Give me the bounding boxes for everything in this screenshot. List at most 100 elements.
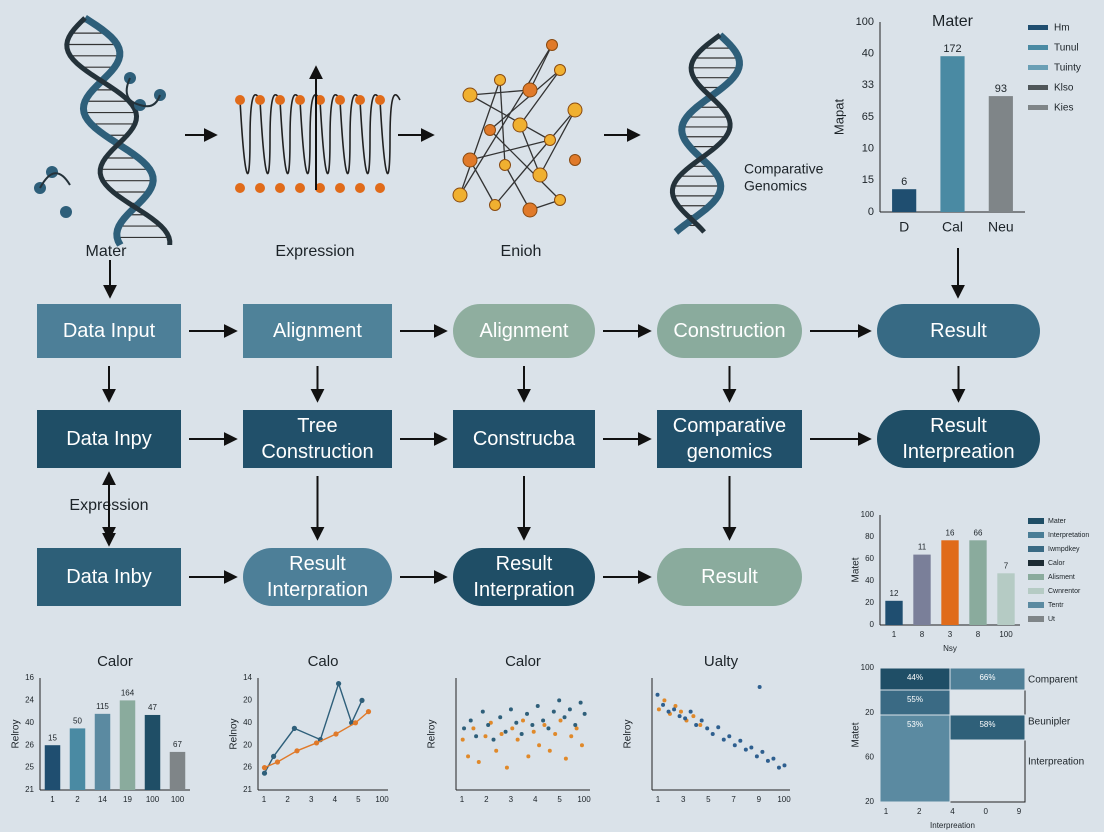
x-tick-label: 100: [146, 795, 160, 804]
x-tick-label: 100: [375, 795, 389, 804]
bar: [119, 700, 136, 790]
legend-label: Ut: [1048, 616, 1055, 623]
point: [486, 723, 491, 728]
network-edge: [459, 44, 553, 196]
illustration-label: Mater: [86, 243, 128, 260]
x-tick-label: 3: [509, 795, 514, 804]
point: [460, 737, 465, 742]
network-edge: [539, 109, 576, 176]
helix-strand: [673, 32, 743, 235]
network-edge: [489, 69, 561, 131]
x-tick-label: 9: [757, 795, 762, 804]
point: [678, 709, 683, 714]
bar: [892, 189, 917, 212]
point: [579, 743, 584, 748]
network-edge: [469, 159, 496, 206]
expression-node: [295, 183, 305, 193]
bar: [69, 728, 86, 790]
point: [754, 754, 759, 759]
point: [691, 714, 696, 719]
x-tick-label: 100: [999, 630, 1013, 639]
flow-box: Data Input: [37, 304, 181, 358]
network-edge: [504, 164, 531, 211]
point: [569, 734, 574, 739]
network-node: [567, 102, 583, 118]
point: [738, 738, 743, 743]
y-tick-label: 65: [862, 111, 874, 123]
x-tick-label: 5: [557, 795, 562, 804]
network-node: [484, 124, 496, 136]
flow-box: Result: [877, 304, 1040, 358]
x-tick-label: 1: [262, 795, 267, 804]
x-tick-label: 2: [484, 795, 489, 804]
point: [261, 770, 268, 776]
point: [710, 732, 715, 736]
expression-node: [355, 95, 365, 105]
bar-label: 93: [995, 83, 1007, 95]
y-tick-label: 20: [243, 696, 252, 705]
bar-label: 11: [918, 543, 927, 552]
legend-swatch: [1028, 518, 1044, 524]
legend-swatch: [1028, 602, 1044, 608]
point: [514, 720, 519, 725]
point: [525, 711, 530, 716]
network-node: [512, 117, 528, 133]
chart-title: Calor: [97, 653, 133, 670]
point: [771, 756, 776, 761]
legend-label: Iwmpdkey: [1048, 546, 1080, 553]
x-tick-label: 4: [950, 807, 955, 816]
point: [749, 745, 754, 750]
point: [274, 759, 281, 765]
point: [261, 765, 268, 771]
network-node: [546, 39, 558, 51]
legend-label: Tuinty: [1054, 63, 1081, 74]
illustration-label: Comparative: [744, 161, 824, 177]
x-tick-label: 8: [976, 630, 981, 639]
point: [661, 702, 666, 707]
network-edge: [519, 69, 561, 126]
network-node: [522, 82, 538, 98]
y-tick-label: 26: [25, 740, 34, 749]
y-tick-label: 20: [243, 740, 252, 749]
y-tick-label: 60: [865, 554, 874, 563]
point: [553, 732, 558, 736]
x-tick-label: 1: [892, 630, 897, 639]
treemap-legend: Interpreation: [1028, 757, 1084, 768]
point: [541, 718, 546, 723]
y-tick-label: 14: [243, 673, 252, 682]
x-tick-label: 7: [731, 795, 736, 804]
expression-node: [275, 183, 285, 193]
x-tick-label: 0: [984, 807, 989, 816]
point: [498, 715, 503, 720]
flow-box: Result: [657, 548, 802, 606]
point: [677, 714, 682, 719]
y-tick-label: 26: [243, 763, 252, 772]
legend-label: Kies: [1054, 103, 1073, 114]
bar-label: 164: [121, 689, 135, 698]
bar: [94, 713, 111, 790]
point: [359, 697, 365, 704]
point: [483, 734, 488, 739]
flow-box: Tree Construction: [243, 410, 392, 468]
point: [476, 760, 481, 764]
expression-node: [375, 95, 385, 105]
treemap-legend: Beunipler: [1028, 717, 1071, 728]
legend-swatch: [1028, 85, 1048, 90]
y-axis-label: Matet: [851, 557, 862, 582]
x-tick-label: 3: [309, 795, 314, 804]
point: [333, 731, 339, 737]
y-axis-label: Relroy: [623, 720, 634, 749]
point: [503, 729, 508, 734]
point: [694, 723, 699, 728]
point: [573, 723, 578, 728]
network-edge: [469, 139, 551, 161]
legend-swatch: [1028, 532, 1044, 538]
expression-node: [255, 183, 265, 193]
flow-box: Data Inpy: [37, 410, 181, 468]
x-tick-label: D: [899, 219, 909, 235]
point: [721, 737, 726, 742]
flow-box: Alignment: [453, 304, 595, 358]
point: [352, 720, 359, 726]
y-tick-label: 40: [243, 718, 252, 727]
network-edge: [469, 94, 551, 141]
